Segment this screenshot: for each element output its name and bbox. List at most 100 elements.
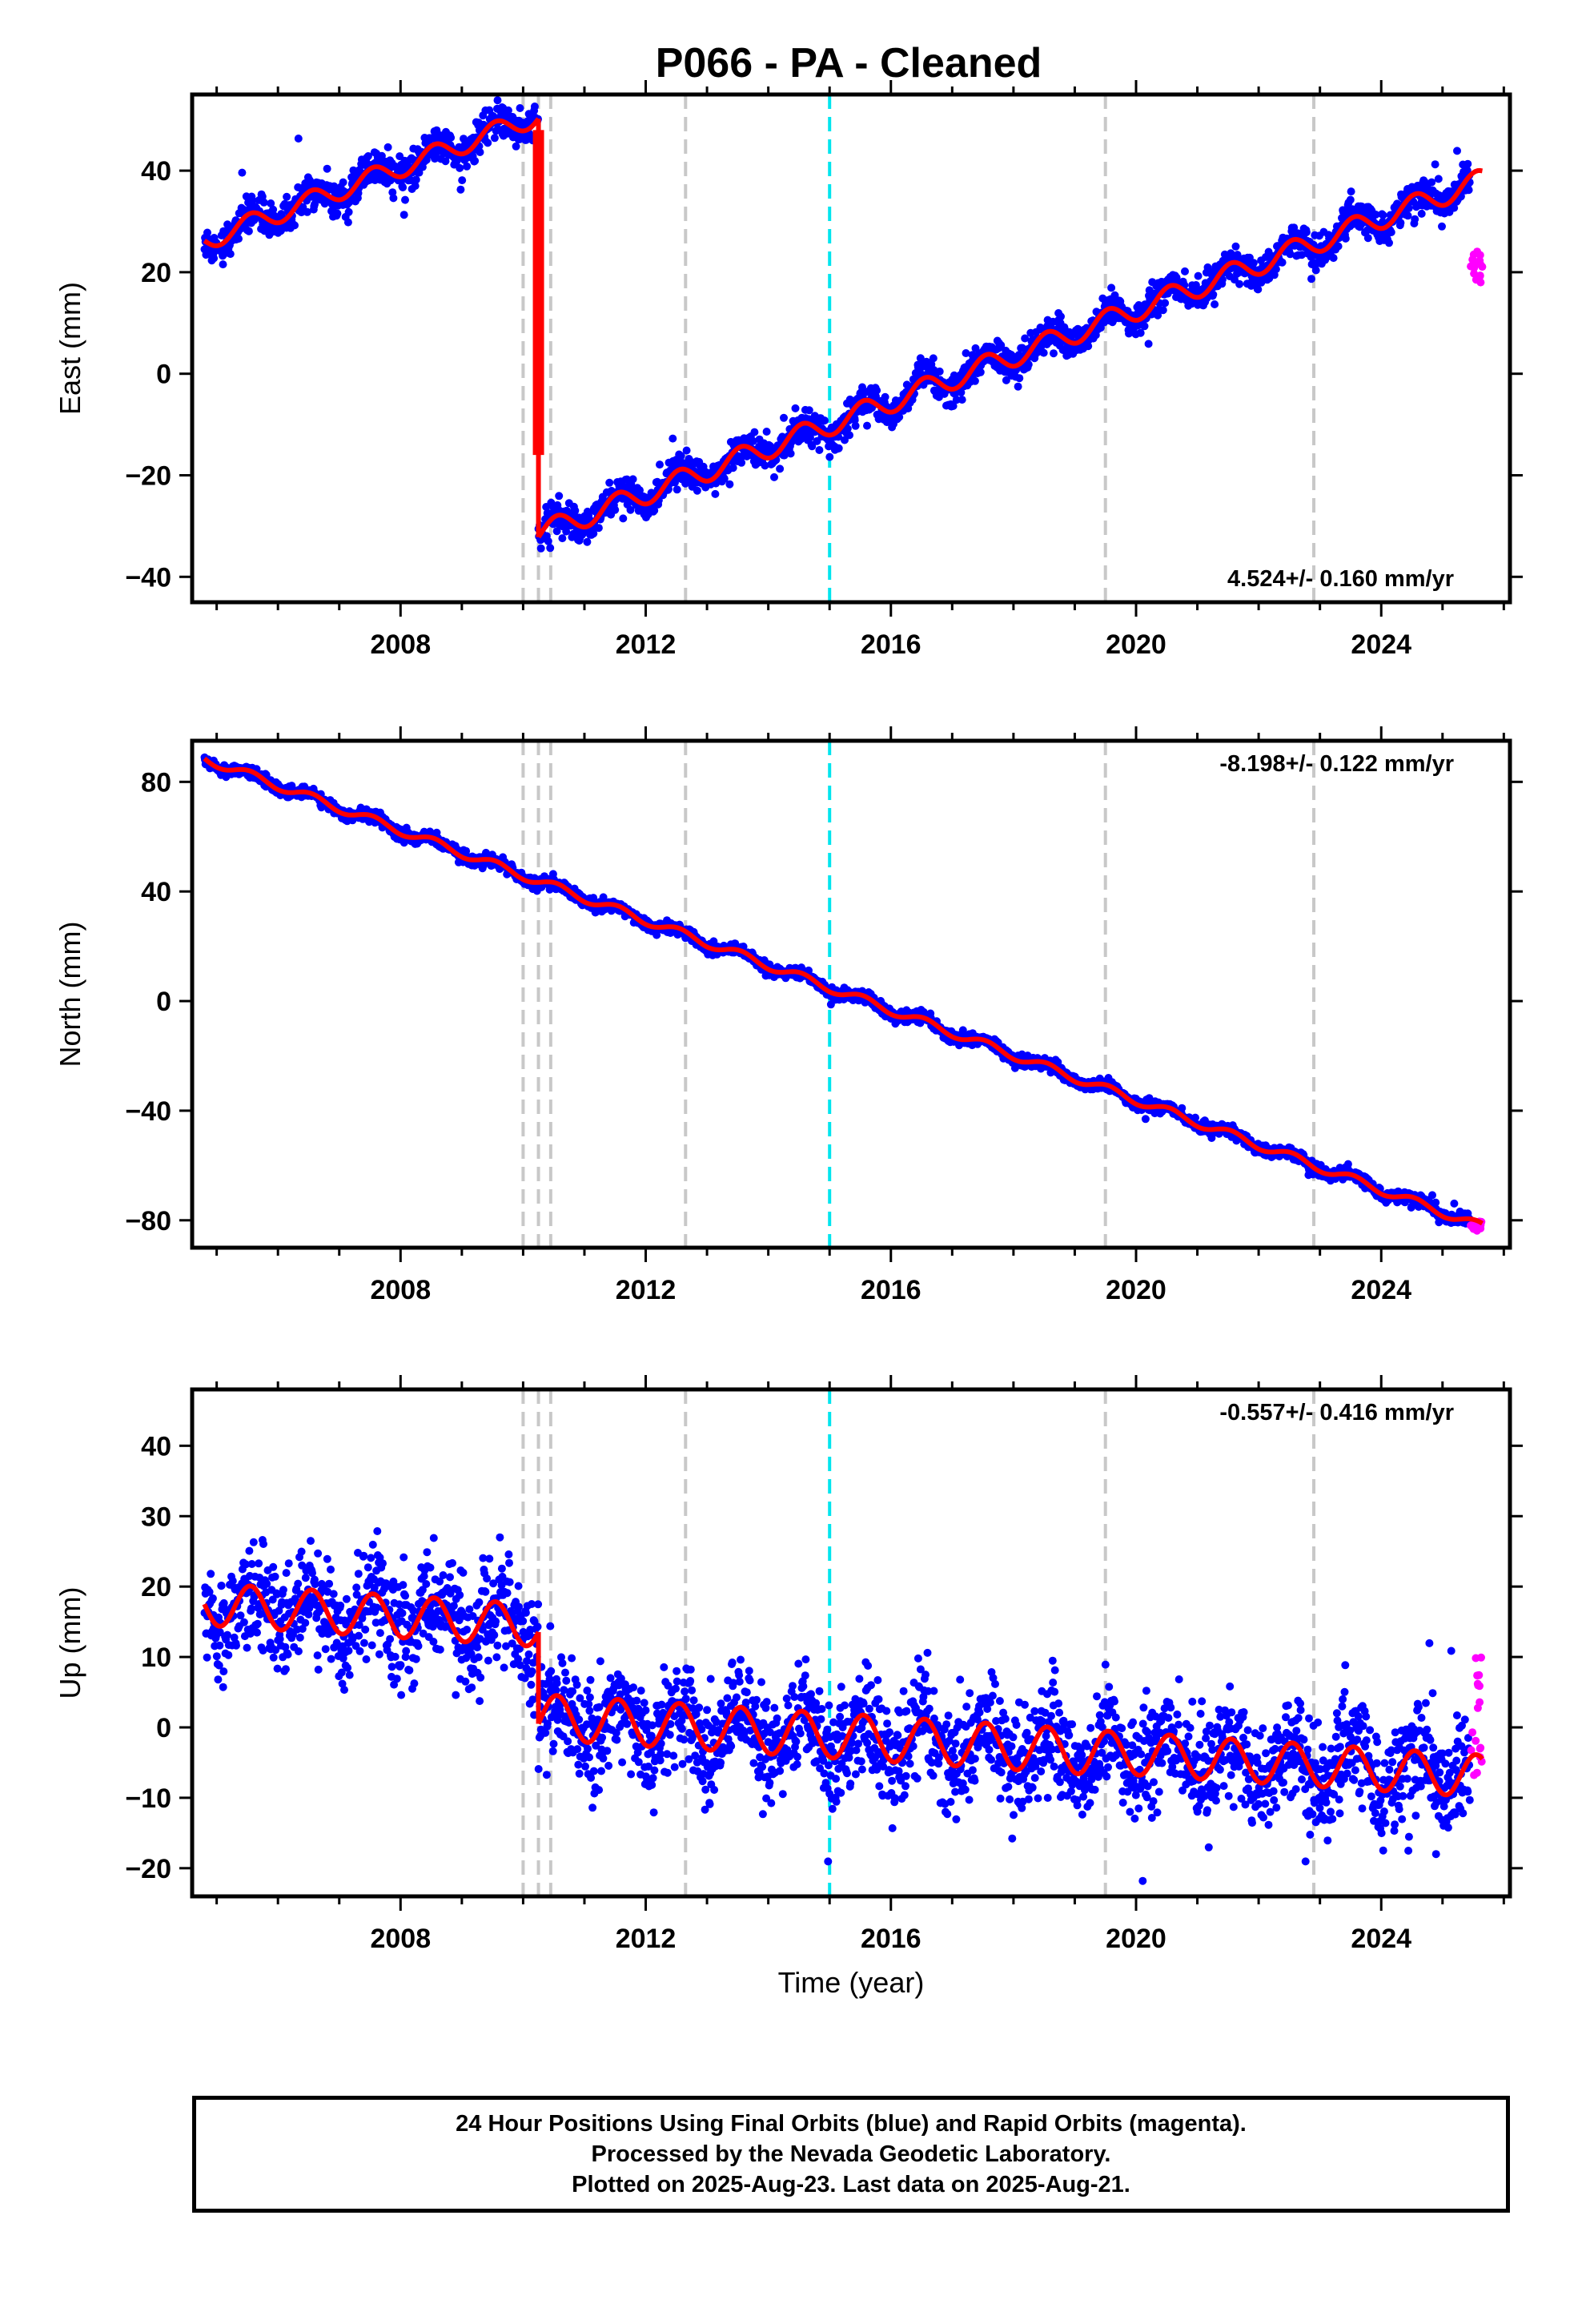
final-orbit-point xyxy=(821,416,829,425)
final-orbit-point xyxy=(1194,271,1203,280)
final-orbit-point xyxy=(845,431,853,440)
final-orbit-point xyxy=(589,529,598,538)
final-orbit-point xyxy=(411,182,420,191)
final-orbit-point xyxy=(283,192,291,201)
final-orbit-point xyxy=(1363,234,1372,243)
final-orbit-point xyxy=(210,254,219,263)
final-orbit-point xyxy=(895,412,904,421)
final-orbit-point xyxy=(729,464,737,472)
final-orbit-point xyxy=(1464,159,1472,168)
panel-frame xyxy=(190,92,1512,605)
final-orbit-point xyxy=(1329,254,1338,263)
final-orbit-point xyxy=(1254,285,1263,294)
final-orbit-point xyxy=(238,168,247,177)
final-orbit-point xyxy=(399,183,408,191)
final-orbit-point xyxy=(873,386,881,395)
final-orbit-point xyxy=(1464,186,1473,195)
final-orbit-point xyxy=(725,480,734,489)
final-orbit-point xyxy=(1431,160,1439,169)
final-orbit-point xyxy=(997,341,1006,350)
final-orbit-point xyxy=(1334,242,1343,251)
final-orbit-point xyxy=(720,474,729,483)
final-orbit-point xyxy=(516,104,524,112)
final-orbit-point xyxy=(1140,322,1149,331)
x-tick-label: 2012 xyxy=(616,629,677,660)
final-orbit-point xyxy=(929,354,938,363)
final-orbit-point xyxy=(1158,306,1167,315)
final-orbit-point xyxy=(881,392,889,401)
final-orbit-point xyxy=(650,506,659,515)
final-orbit-point xyxy=(762,428,771,436)
final-orbit-point xyxy=(841,436,849,444)
final-orbit-point xyxy=(490,134,499,143)
final-orbit-point xyxy=(673,485,681,494)
final-orbit-point xyxy=(1278,258,1287,267)
final-orbit-point xyxy=(711,489,720,498)
final-orbit-point xyxy=(1057,312,1065,321)
plot-area xyxy=(200,94,1487,602)
y-tick-label: 40 xyxy=(141,156,171,187)
final-orbit-point xyxy=(303,207,311,216)
final-orbit-point xyxy=(1311,266,1320,275)
final-orbit-point xyxy=(761,461,769,470)
final-orbit-point xyxy=(1235,279,1244,288)
final-orbit-point xyxy=(1347,187,1355,196)
final-orbit-point xyxy=(339,178,347,187)
y-tick-label: −20 xyxy=(125,461,171,492)
final-orbit-point xyxy=(834,444,843,452)
chart-title: P066 - PA - Cleaned xyxy=(656,40,1042,86)
final-orbit-point xyxy=(1438,222,1446,231)
final-orbit-point xyxy=(749,436,757,445)
x-tick-label: 2016 xyxy=(861,629,921,660)
final-orbit-point xyxy=(471,156,480,165)
final-orbit-point xyxy=(377,151,386,160)
final-orbit-point xyxy=(291,221,299,230)
final-orbit-point xyxy=(552,527,561,536)
final-orbit-point xyxy=(383,143,392,151)
final-orbit-point xyxy=(808,442,817,451)
final-orbit-point xyxy=(594,524,603,533)
final-orbit-point xyxy=(235,235,243,243)
final-orbit-point xyxy=(484,139,492,147)
final-orbit-point xyxy=(558,534,567,543)
final-orbit-point xyxy=(456,163,464,172)
final-orbit-point xyxy=(976,368,985,376)
final-orbit-point xyxy=(512,142,520,151)
final-orbit-point xyxy=(1434,175,1443,183)
final-orbit-point xyxy=(456,185,465,194)
final-orbit-point xyxy=(1427,178,1436,187)
final-orbit-point xyxy=(1024,360,1033,369)
final-orbit-point xyxy=(1233,251,1242,259)
final-orbit-point xyxy=(447,133,456,142)
final-orbit-point xyxy=(226,250,235,259)
final-orbit-point xyxy=(1084,342,1093,351)
final-orbit-point xyxy=(400,211,408,219)
final-orbit-point xyxy=(805,406,813,415)
final-orbit-point xyxy=(1107,283,1116,292)
x-tick-label: 2024 xyxy=(1351,629,1411,660)
final-orbit-point xyxy=(1387,228,1395,236)
final-orbit-point xyxy=(1271,265,1280,274)
final-orbit-point xyxy=(269,205,278,214)
final-orbit-point xyxy=(1346,195,1355,204)
rapid-orbit-point xyxy=(1470,269,1479,278)
final-orbit-point xyxy=(203,228,211,237)
final-orbit-point xyxy=(546,544,555,553)
final-orbit-point xyxy=(605,478,614,487)
final-orbit-point xyxy=(1218,275,1227,284)
final-orbit-point xyxy=(311,200,319,208)
x-tick-label: 2008 xyxy=(370,629,431,660)
final-orbit-point xyxy=(544,537,552,545)
velocity-rate-label: 4.524+/- 0.160 mm/yr xyxy=(1227,566,1454,592)
final-orbit-point xyxy=(843,424,852,433)
final-orbit-point xyxy=(344,207,353,216)
final-orbit-point xyxy=(958,396,966,404)
final-orbit-point xyxy=(323,164,331,173)
final-orbit-point xyxy=(267,199,275,207)
final-orbit-point xyxy=(389,194,398,203)
final-orbit-point xyxy=(1054,1058,1062,1067)
final-orbit-point xyxy=(1181,267,1189,275)
final-orbit-point xyxy=(815,446,824,454)
